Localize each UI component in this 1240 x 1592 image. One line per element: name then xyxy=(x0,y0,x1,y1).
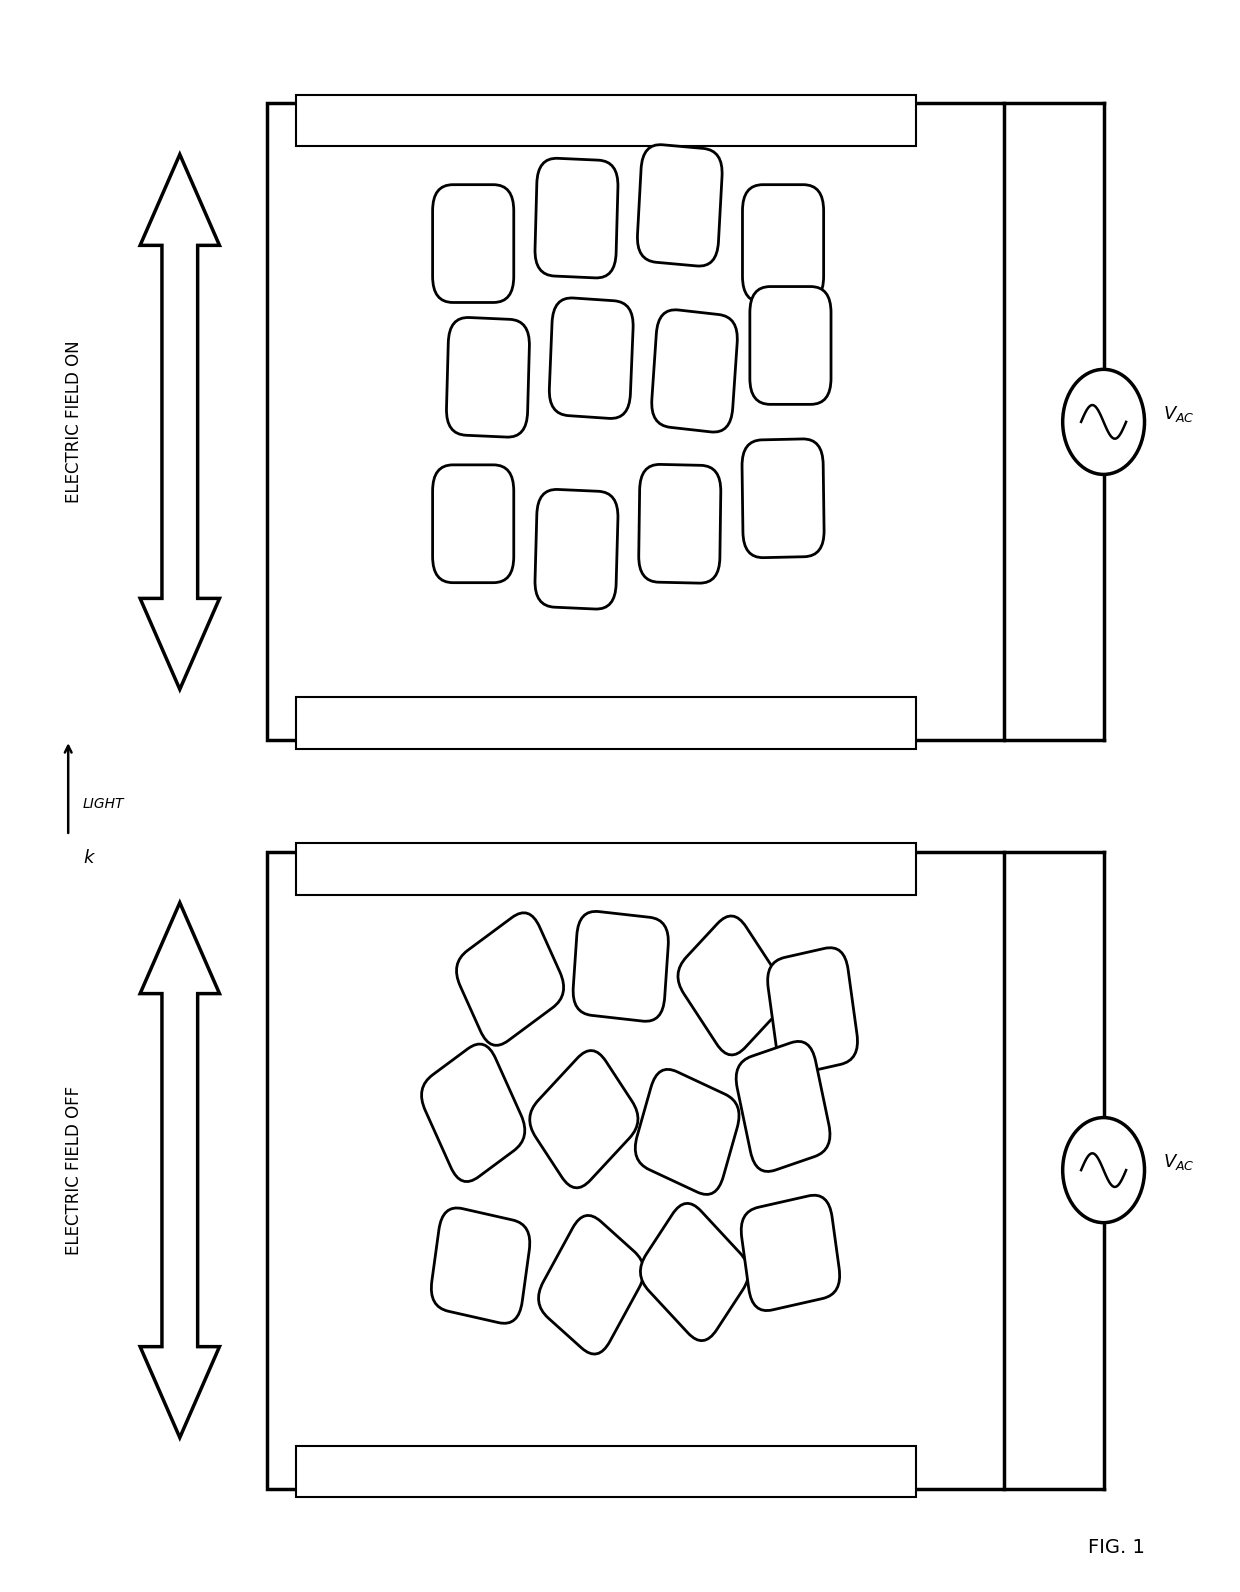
FancyBboxPatch shape xyxy=(422,1044,525,1181)
FancyBboxPatch shape xyxy=(432,1208,529,1323)
FancyBboxPatch shape xyxy=(640,1204,749,1340)
FancyBboxPatch shape xyxy=(433,465,513,583)
FancyBboxPatch shape xyxy=(637,145,722,266)
FancyBboxPatch shape xyxy=(743,185,823,302)
FancyBboxPatch shape xyxy=(639,465,720,583)
Circle shape xyxy=(1063,369,1145,474)
FancyBboxPatch shape xyxy=(296,697,916,748)
Text: FIG. 1: FIG. 1 xyxy=(1087,1538,1145,1557)
FancyBboxPatch shape xyxy=(549,298,634,419)
Text: $V_{AC}$: $V_{AC}$ xyxy=(1163,404,1195,423)
FancyBboxPatch shape xyxy=(433,185,513,302)
FancyBboxPatch shape xyxy=(534,489,618,610)
FancyBboxPatch shape xyxy=(296,1446,916,1496)
FancyBboxPatch shape xyxy=(296,844,916,895)
Bar xyxy=(267,852,1004,1489)
FancyBboxPatch shape xyxy=(742,439,825,557)
Polygon shape xyxy=(140,903,219,1438)
FancyBboxPatch shape xyxy=(678,915,785,1055)
FancyBboxPatch shape xyxy=(456,912,564,1046)
Text: ELECTRIC FIELD OFF: ELECTRIC FIELD OFF xyxy=(66,1086,83,1254)
FancyBboxPatch shape xyxy=(534,158,618,279)
FancyBboxPatch shape xyxy=(742,1196,839,1310)
FancyBboxPatch shape xyxy=(446,317,529,438)
Text: ELECTRIC FIELD ON: ELECTRIC FIELD ON xyxy=(66,341,83,503)
FancyBboxPatch shape xyxy=(652,310,738,431)
FancyBboxPatch shape xyxy=(296,96,916,146)
FancyBboxPatch shape xyxy=(768,947,858,1075)
FancyBboxPatch shape xyxy=(529,1051,639,1188)
FancyBboxPatch shape xyxy=(737,1041,830,1172)
FancyBboxPatch shape xyxy=(635,1070,739,1194)
FancyBboxPatch shape xyxy=(538,1215,644,1355)
FancyBboxPatch shape xyxy=(750,287,831,404)
Text: $V_{AC}$: $V_{AC}$ xyxy=(1163,1153,1195,1172)
Polygon shape xyxy=(140,154,219,689)
Circle shape xyxy=(1063,1118,1145,1223)
Text: LIGHT: LIGHT xyxy=(83,798,124,810)
Text: $k$: $k$ xyxy=(83,849,95,866)
FancyBboxPatch shape xyxy=(573,911,668,1022)
Bar xyxy=(267,103,1004,740)
